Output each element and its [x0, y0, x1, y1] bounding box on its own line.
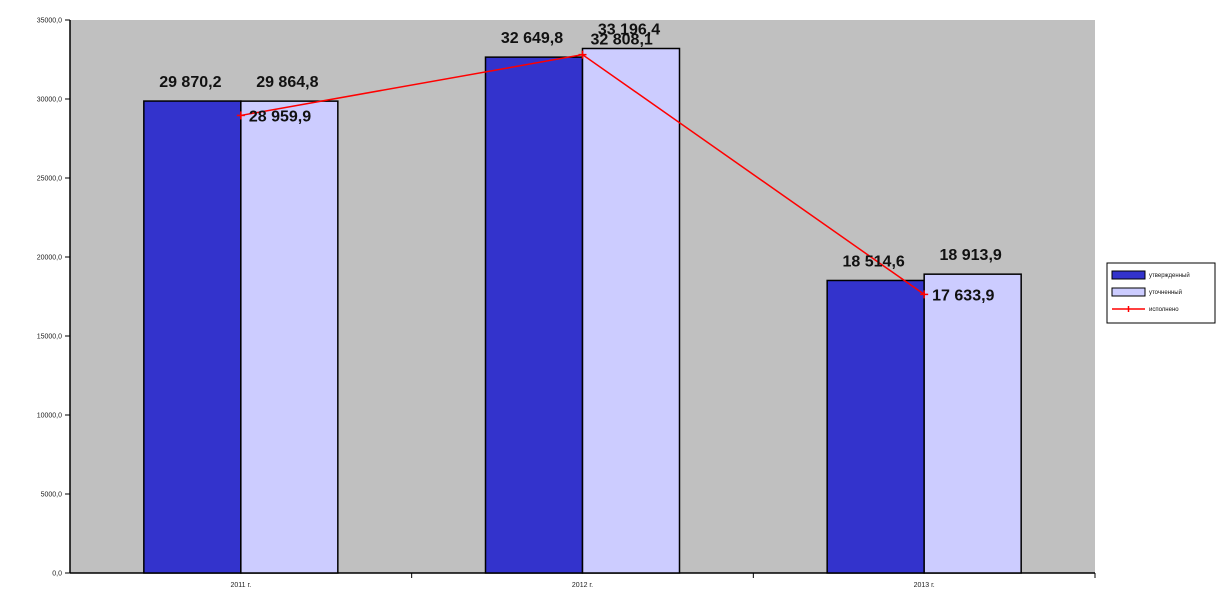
x-category-label: 2012 г. [572, 582, 593, 589]
data-label-line: 32 808,1 [591, 32, 653, 49]
bar-series1-3 [826, 279, 925, 574]
y-tick-label: 10000,0 [37, 413, 62, 420]
legend-label: уточненный [1149, 289, 1182, 296]
x-category-label: 2011 г. [231, 582, 252, 589]
x-category-label: 2013 г. [914, 582, 935, 589]
y-tick-label: 15000,0 [37, 334, 62, 341]
bar-series2-2 [581, 47, 681, 574]
legend-label: исполнено [1149, 307, 1179, 313]
y-tick-label: 5000,0 [41, 492, 63, 499]
bar-series1-1 [143, 100, 242, 574]
legend-bar-swatch [1111, 287, 1146, 297]
y-tick-label: 25000,0 [37, 176, 62, 183]
data-labels: 29 870,2 29 864,8 32 649,8 33 196,4 18 514,6… [159, 21, 1002, 304]
data-label-series1: 18 514,6 [843, 253, 905, 270]
data-label-series1: 32 649,8 [501, 30, 563, 47]
bar-series2-3 [923, 273, 1022, 574]
data-label-series2: 18 913,9 [940, 247, 1002, 264]
y-tick-label: 20000,0 [37, 255, 62, 262]
data-label-series2: 33 196,4 [598, 21, 660, 38]
legend-bar-swatch [1111, 270, 1146, 280]
bar-series1-2 [484, 56, 584, 574]
y-tick-label: 35000,0 [37, 18, 62, 25]
y-tick-label: 0,0 [52, 571, 62, 578]
line-series [236, 50, 929, 299]
legend-label: утвержденный [1149, 272, 1190, 279]
legend: утвержденный уточненный исполнено [1106, 262, 1216, 324]
y-tick-label: 30000,0 [37, 97, 62, 104]
bars [143, 47, 1022, 574]
bar-series2-1 [240, 100, 339, 574]
x-axis-categories: 2011 г. 2012 г. 2013 г. [231, 573, 1096, 589]
data-label-line: 28 959,9 [249, 108, 311, 125]
data-label-series1: 29 870,2 [159, 74, 221, 91]
y-axis-ticks: 0,0 5000,0 10000,0 15000,0 20000,0 25000,0 300… [37, 18, 70, 578]
data-label-series2: 29 864,8 [256, 74, 318, 91]
data-label-line: 17 633,9 [932, 287, 994, 304]
